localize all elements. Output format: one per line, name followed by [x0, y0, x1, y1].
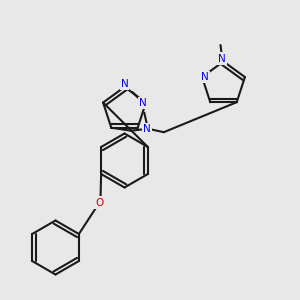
Text: O: O [95, 197, 103, 208]
Text: N: N [121, 79, 128, 89]
Text: N: N [218, 53, 226, 64]
Text: N: N [139, 98, 147, 107]
Text: N: N [201, 72, 209, 82]
Text: N: N [143, 124, 151, 134]
